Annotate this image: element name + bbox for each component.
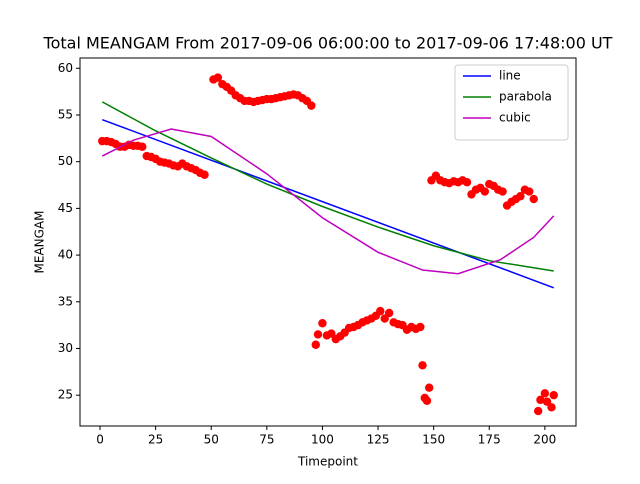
- data-point: [529, 194, 538, 204]
- data-point: [525, 187, 534, 196]
- data-point: [313, 330, 323, 339]
- x-tick-label: 175: [478, 433, 501, 447]
- y-tick-label: 25: [58, 388, 73, 402]
- y-tick-label: 45: [58, 201, 73, 215]
- y-tick-label: 50: [58, 154, 73, 168]
- legend-box: [454, 64, 569, 141]
- data-point: [384, 308, 394, 318]
- x-axis-label: Timepoint: [297, 455, 358, 469]
- data-point: [462, 178, 472, 187]
- fit-line: [101, 101, 554, 272]
- plot: [98, 73, 558, 416]
- x-tick-label: 125: [367, 433, 390, 447]
- x-tick-label: 25: [148, 433, 163, 447]
- data-point: [516, 192, 525, 201]
- data-point: [138, 142, 147, 151]
- data-point: [418, 361, 427, 370]
- y-tick-label: 35: [58, 294, 73, 308]
- fit-line: [101, 128, 555, 275]
- data-point: [498, 187, 507, 196]
- x-tick-label: 100: [311, 433, 334, 447]
- y-tick-label: 30: [58, 341, 73, 355]
- plot-frame: [79, 57, 577, 427]
- data-point: [549, 390, 558, 400]
- data-point: [200, 170, 209, 179]
- legend-label: parabola: [499, 90, 552, 104]
- data-point: [536, 395, 545, 405]
- y-tick-label: 60: [58, 61, 73, 75]
- data-point: [213, 73, 223, 82]
- data-point: [318, 319, 327, 328]
- y-tick-label: 55: [58, 107, 73, 121]
- y-axis-label: MEANGAM: [33, 211, 47, 274]
- legend-label: cubic: [499, 111, 531, 125]
- data-point: [416, 322, 425, 332]
- chart-title: Total MEANGAM From 2017-09-06 06:00:00 t…: [43, 34, 613, 53]
- fit-line: [101, 118, 555, 289]
- data-point: [307, 101, 316, 110]
- legend-label: line: [499, 69, 521, 83]
- x-tick-label: 50: [204, 433, 219, 447]
- data-point: [327, 329, 336, 338]
- data-point: [311, 340, 320, 349]
- y-tick-label: 40: [58, 248, 73, 262]
- data-point: [542, 397, 552, 406]
- x-tick-label: 150: [422, 433, 445, 447]
- x-tick-label: 0: [96, 433, 104, 447]
- data-point: [480, 187, 490, 196]
- x-tick-label: 200: [533, 433, 556, 447]
- data-point: [547, 403, 556, 412]
- data-point: [422, 396, 432, 405]
- data-point: [425, 383, 434, 392]
- data-point: [540, 389, 550, 398]
- data-point: [380, 314, 389, 323]
- data-point: [376, 306, 385, 316]
- x-tick-label: 75: [259, 433, 274, 447]
- data-point: [533, 406, 543, 416]
